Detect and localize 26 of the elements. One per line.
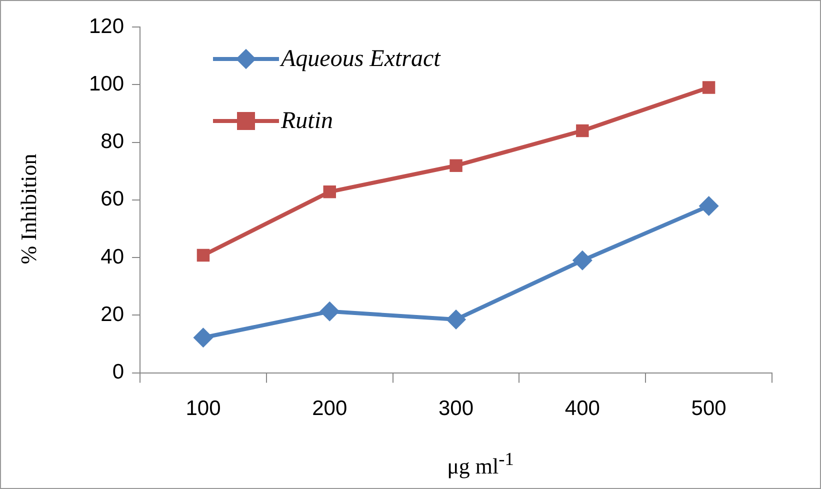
point xyxy=(320,301,340,322)
x-axis-title: μg ml$^{-1}$ xyxy=(446,449,515,480)
x-tick-label: 300 xyxy=(438,397,474,420)
y-tick-label: 80 xyxy=(100,130,124,154)
x-tick-label: 200 xyxy=(312,397,348,420)
y-tick-label: 60 xyxy=(100,188,124,211)
legend-label: Aqueous Extract xyxy=(281,46,440,72)
y-tick-label: 100 xyxy=(88,72,124,96)
point xyxy=(446,309,466,330)
point xyxy=(450,159,462,172)
point xyxy=(196,248,210,262)
legend-label: Rutin xyxy=(281,108,333,134)
point xyxy=(323,185,336,198)
x-tick-label: 100 xyxy=(186,397,221,420)
point xyxy=(572,250,592,270)
point xyxy=(698,196,719,216)
point xyxy=(193,328,214,348)
y-tick-label: 120 xyxy=(88,14,124,38)
x-tick-label: 500 xyxy=(691,397,726,420)
x-tick-label: 400 xyxy=(564,397,600,420)
y-tick-label: 20 xyxy=(100,302,124,326)
point xyxy=(576,124,589,138)
y-tick-label: 40 xyxy=(100,245,124,268)
point xyxy=(702,81,716,94)
y-tick-label: 0 xyxy=(112,360,124,384)
y-axis-title: % Inhibition xyxy=(16,154,42,264)
